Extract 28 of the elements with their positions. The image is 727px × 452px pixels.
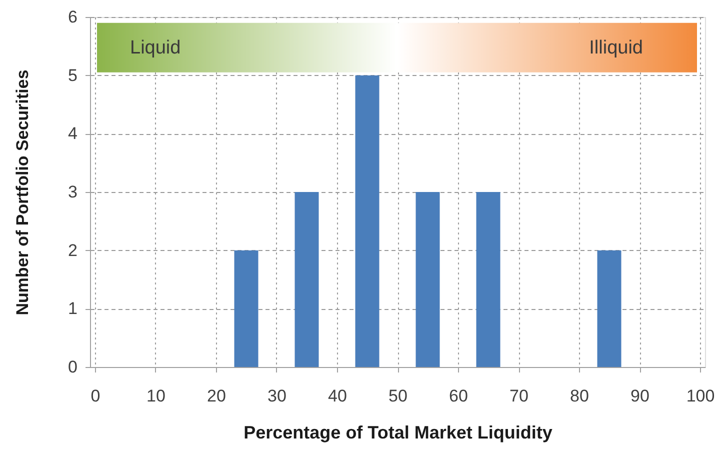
y-tick-label: 3 — [68, 182, 78, 202]
x-tick-label: 50 — [388, 386, 408, 406]
bar — [597, 250, 622, 367]
bar — [294, 192, 319, 367]
y-tick-label: 6 — [68, 8, 78, 26]
bar — [234, 250, 258, 367]
x-tick-label: 10 — [146, 386, 166, 406]
x-axis-title: Percentage of Total Market Liquidity — [244, 422, 552, 442]
x-tick-label: 90 — [630, 386, 650, 406]
y-tick-label: 1 — [68, 299, 78, 318]
bar — [355, 75, 380, 367]
x-tick-label: 70 — [510, 386, 528, 406]
y-axis-title: Number of Portfolio Securities — [13, 70, 32, 316]
x-tick-label: 30 — [268, 386, 286, 406]
x-tick-label: 40 — [328, 386, 347, 406]
y-tick-label: 2 — [68, 240, 78, 260]
annotation: Illiquid — [589, 38, 643, 59]
x-tick-label: 80 — [570, 386, 589, 406]
y-tick-label: 5 — [68, 66, 78, 85]
x-tick-label: 60 — [449, 386, 468, 406]
x-tick-label: 100 — [686, 386, 715, 406]
bar — [416, 192, 440, 367]
y-tick-label: 0 — [68, 358, 78, 376]
y-tick-label: 4 — [68, 124, 78, 144]
x-tick-label: 20 — [207, 386, 226, 406]
bar — [476, 192, 500, 367]
annotation: Liquid — [130, 38, 181, 59]
x-tick-label: 0 — [90, 386, 100, 406]
